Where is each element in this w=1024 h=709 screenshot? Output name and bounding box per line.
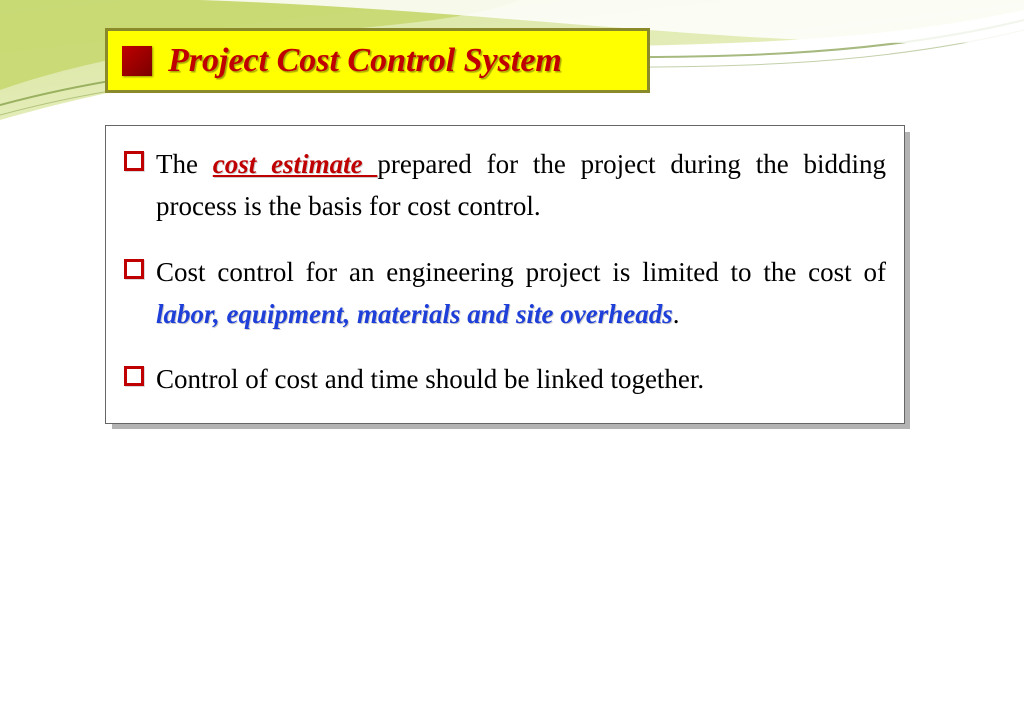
- bullet-text: The cost estimate prepared for the proje…: [156, 144, 886, 228]
- bullet-text: Control of cost and time should be linke…: [156, 359, 886, 401]
- emphasis-blue: labor, equipment, materials and site ove…: [156, 299, 673, 329]
- title-bullet-icon: [122, 46, 152, 76]
- slide-title-box: Project Cost Control System: [105, 28, 650, 93]
- bullet-item: The cost estimate prepared for the proje…: [124, 144, 886, 228]
- bullet-icon: [124, 366, 144, 386]
- text-run: Cost control for an engineering project …: [156, 257, 886, 287]
- slide-title: Project Cost Control System: [168, 42, 562, 80]
- content-container: The cost estimate prepared for the proje…: [105, 125, 905, 424]
- bullet-icon: [124, 259, 144, 279]
- bullet-text: Cost control for an engineering project …: [156, 252, 886, 336]
- bullet-item: Control of cost and time should be linke…: [124, 359, 886, 401]
- bullet-item: Cost control for an engineering project …: [124, 252, 886, 336]
- text-run: The: [156, 149, 213, 179]
- text-run: Control of cost and time should be linke…: [156, 364, 704, 394]
- content-box: The cost estimate prepared for the proje…: [105, 125, 905, 424]
- bullet-icon: [124, 151, 144, 171]
- emphasis-red: cost estimate: [213, 149, 378, 179]
- text-run: .: [673, 299, 680, 329]
